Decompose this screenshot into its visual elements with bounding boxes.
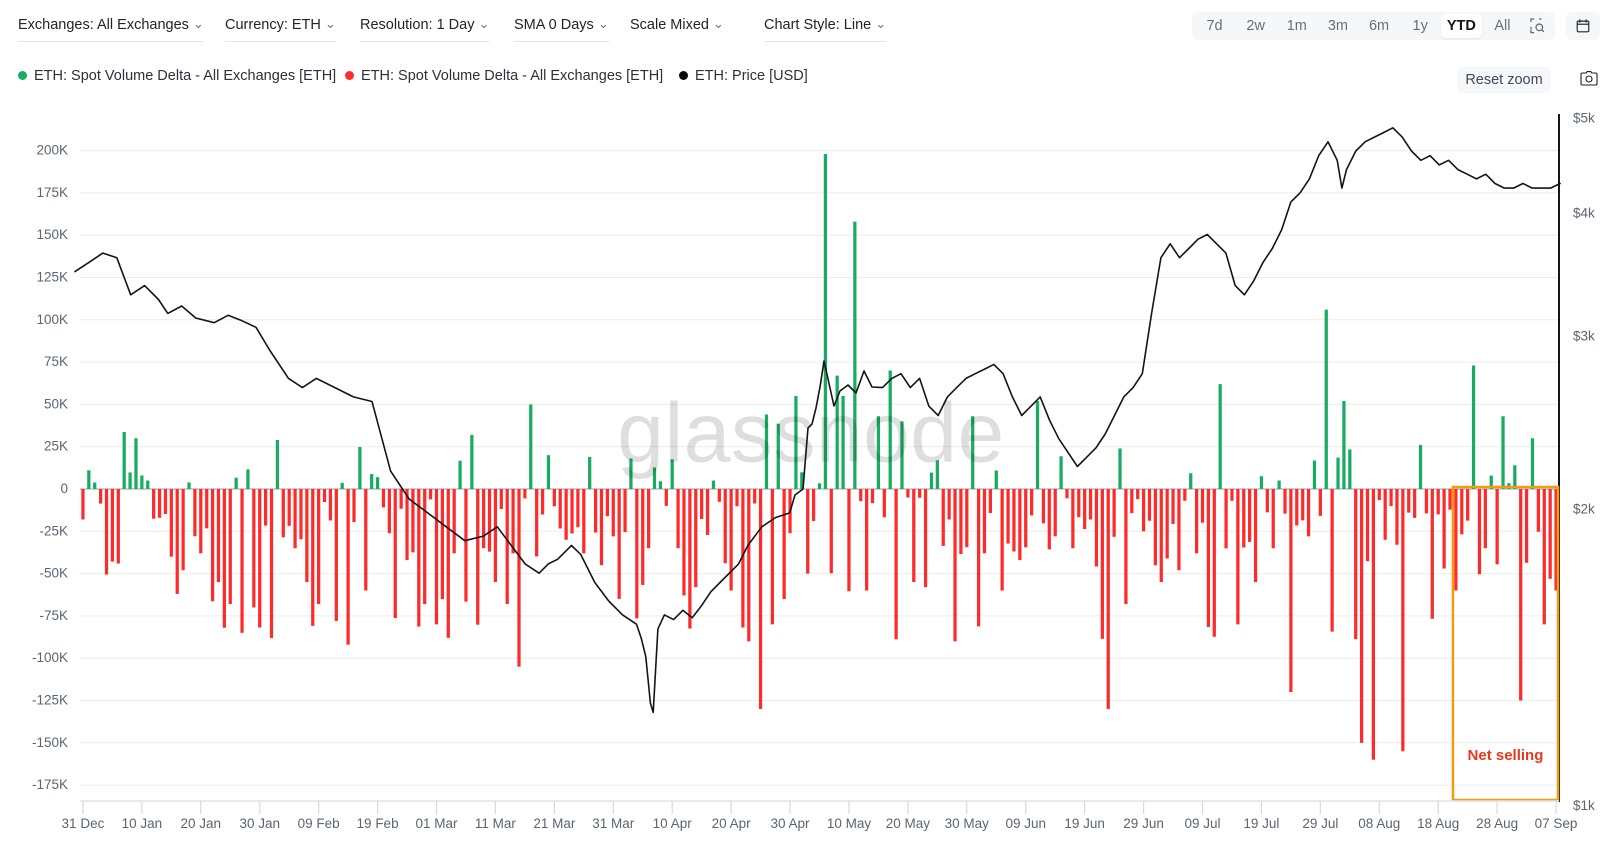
svg-text:175K: 175K: [36, 185, 68, 200]
svg-text:01 Mar: 01 Mar: [415, 816, 458, 831]
svg-text:28 Aug: 28 Aug: [1476, 816, 1518, 831]
svg-text:20 Apr: 20 Apr: [712, 816, 752, 831]
svg-text:150K: 150K: [36, 227, 68, 242]
svg-text:$4k: $4k: [1573, 206, 1595, 221]
svg-text:19 Feb: 19 Feb: [357, 816, 399, 831]
svg-text:31 Dec: 31 Dec: [62, 816, 105, 831]
svg-text:20 May: 20 May: [886, 816, 931, 831]
svg-text:30 Apr: 30 Apr: [771, 816, 811, 831]
svg-text:31 Mar: 31 Mar: [592, 816, 635, 831]
svg-text:07 Sep: 07 Sep: [1535, 816, 1578, 831]
svg-text:Net selling: Net selling: [1468, 747, 1544, 764]
svg-text:$2k: $2k: [1573, 502, 1595, 517]
svg-text:29 Jul: 29 Jul: [1302, 816, 1338, 831]
svg-text:200K: 200K: [36, 143, 68, 158]
svg-text:30 Jan: 30 Jan: [239, 816, 280, 831]
svg-text:-175K: -175K: [32, 777, 68, 792]
svg-text:50K: 50K: [44, 396, 68, 411]
svg-text:$5k: $5k: [1573, 110, 1595, 125]
svg-text:09 Feb: 09 Feb: [298, 816, 340, 831]
svg-text:-100K: -100K: [32, 650, 68, 665]
svg-text:$1k: $1k: [1573, 798, 1595, 813]
svg-text:$3k: $3k: [1573, 329, 1595, 344]
svg-text:11 Mar: 11 Mar: [475, 816, 517, 831]
svg-text:09 Jul: 09 Jul: [1184, 816, 1220, 831]
svg-text:10 Apr: 10 Apr: [653, 816, 693, 831]
svg-text:21 Mar: 21 Mar: [533, 816, 576, 831]
svg-text:19 Jun: 19 Jun: [1064, 816, 1105, 831]
svg-text:125K: 125K: [36, 270, 68, 285]
svg-text:-75K: -75K: [39, 608, 68, 623]
svg-text:29 Jun: 29 Jun: [1123, 816, 1164, 831]
svg-text:-150K: -150K: [32, 735, 68, 750]
svg-text:0: 0: [60, 481, 68, 496]
svg-text:18 Aug: 18 Aug: [1417, 816, 1459, 831]
svg-text:-125K: -125K: [32, 693, 68, 708]
svg-text:30 May: 30 May: [945, 816, 990, 831]
svg-text:19 Jul: 19 Jul: [1243, 816, 1279, 831]
svg-text:25K: 25K: [44, 439, 68, 454]
svg-text:08 Aug: 08 Aug: [1358, 816, 1400, 831]
svg-text:100K: 100K: [36, 312, 68, 327]
svg-text:09 Jun: 09 Jun: [1005, 816, 1046, 831]
svg-text:20 Jan: 20 Jan: [181, 816, 222, 831]
svg-text:10 Jan: 10 Jan: [122, 816, 163, 831]
svg-text:75K: 75K: [44, 354, 68, 369]
svg-text:10 May: 10 May: [827, 816, 872, 831]
svg-text:-25K: -25K: [39, 523, 68, 538]
svg-text:-50K: -50K: [39, 566, 68, 581]
